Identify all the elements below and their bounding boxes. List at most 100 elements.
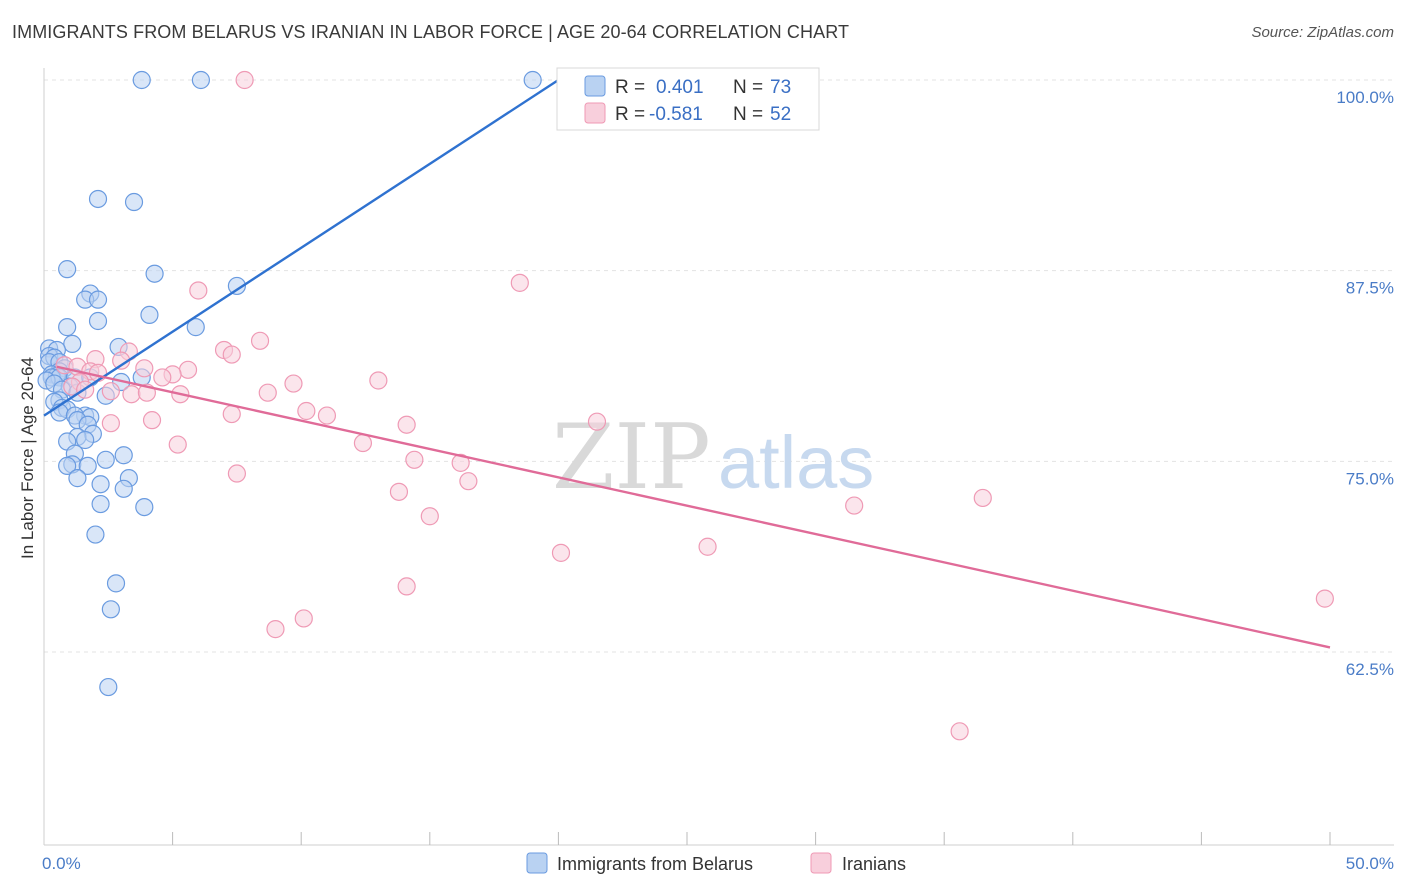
iranians-point <box>135 359 154 378</box>
legend-r-label-iranians: R = <box>615 104 645 125</box>
iranians-point <box>845 496 864 515</box>
iranians-point <box>266 620 285 639</box>
iranians-point <box>317 406 337 425</box>
iranians-point <box>222 345 241 364</box>
belarus-point <box>76 430 95 450</box>
series-iranians-points <box>55 70 1334 741</box>
iranians-point <box>369 371 388 390</box>
gridlines <box>44 79 1394 653</box>
belarus-point <box>135 497 154 517</box>
iranians-point <box>551 543 571 562</box>
bottom-legend-swatch-belarus <box>526 852 548 874</box>
belarus-point <box>227 276 246 296</box>
belarus-point <box>68 469 87 488</box>
legend-n-label-belarus: N = <box>733 77 763 98</box>
belarus-point <box>96 450 115 469</box>
belarus-point <box>145 264 164 283</box>
legend-r-value-belarus: 0.401 <box>656 77 704 98</box>
source-label: Source: ZipAtlas.com <box>1251 24 1394 41</box>
legend-r-label-belarus: R = <box>615 77 645 98</box>
trendline-iranians <box>56 365 1331 649</box>
belarus-point <box>63 334 82 353</box>
iranians-point <box>250 331 270 350</box>
belarus-point <box>88 290 108 309</box>
belarus-point <box>101 600 120 619</box>
belarus-point <box>58 260 77 279</box>
y-tick-labels: 100.0% 87.5% 75.0% 62.5% <box>1336 88 1394 679</box>
belarus-point <box>140 305 159 325</box>
iranians-point <box>122 385 141 404</box>
belarus-point <box>78 456 97 476</box>
legend-n-value-belarus: 73 <box>770 77 791 98</box>
belarus-point <box>91 475 110 494</box>
series-belarus-points <box>37 70 542 697</box>
belarus-point <box>88 311 108 331</box>
iranians-point <box>459 472 478 491</box>
iranians-point <box>153 368 172 387</box>
trendlines <box>43 78 1331 649</box>
x-axis-ticks <box>172 832 1331 845</box>
iranians-point <box>950 722 969 741</box>
iranians-point <box>510 273 529 292</box>
iranians-point <box>101 382 120 401</box>
belarus-point <box>132 70 151 90</box>
iranians-point <box>587 412 607 431</box>
belarus-point <box>114 446 133 465</box>
belarus-point <box>88 189 108 209</box>
iranians-point <box>297 401 316 421</box>
y-tick-label: 87.5% <box>1346 279 1394 298</box>
legend-n-label-iranians: N = <box>733 104 763 125</box>
bottom-legend-label-iranians: Iranians <box>842 854 906 874</box>
iranians-point <box>397 415 416 434</box>
iranians-point <box>353 433 373 453</box>
belarus-point <box>114 479 133 498</box>
iranians-point <box>101 414 120 433</box>
iranians-point <box>451 453 470 472</box>
y-tick-label: 75.0% <box>1346 469 1394 488</box>
belarus-point <box>106 574 126 593</box>
watermark-atlas: atlas <box>718 421 874 504</box>
correlation-legend: R = 0.401 N = 73 R = -0.581 N = 52 <box>556 67 820 131</box>
belarus-point <box>124 192 144 212</box>
iranians-point <box>168 435 187 454</box>
iranians-point <box>698 537 717 556</box>
iranians-point <box>142 411 162 430</box>
belarus-point <box>99 677 118 697</box>
iranians-point <box>397 577 416 596</box>
belarus-point <box>58 456 77 476</box>
iranians-point <box>88 363 108 382</box>
legend-swatch-iranians <box>584 102 606 124</box>
trendline-belarus <box>43 78 560 417</box>
iranians-point <box>294 609 313 628</box>
bottom-legend-swatch-iranians <box>810 852 832 874</box>
iranians-point <box>235 70 254 90</box>
belarus-point <box>58 318 77 337</box>
x-tick-label-max: 50.0% <box>1346 854 1394 873</box>
iranians-point <box>189 281 208 300</box>
chart-title: IMMIGRANTS FROM BELARUS VS IRANIAN IN LA… <box>12 22 850 42</box>
iranians-point <box>420 507 439 526</box>
legend-swatch-belarus <box>584 75 606 97</box>
iranians-point <box>973 488 992 508</box>
belarus-point <box>186 318 205 337</box>
y-axis-label: In Labor Force | Age 20-64 <box>18 357 37 559</box>
iranians-point <box>227 464 246 483</box>
bottom-legend-label-belarus: Immigrants from Belarus <box>557 854 753 874</box>
y-tick-label: 62.5% <box>1346 660 1394 679</box>
legend-n-value-iranians: 52 <box>770 104 791 125</box>
legend-r-value-iranians: -0.581 <box>649 104 703 125</box>
iranians-point <box>284 374 303 393</box>
iranians-point <box>1315 589 1334 608</box>
belarus-point <box>91 494 110 514</box>
iranians-point <box>258 383 277 402</box>
bottom-legend: Immigrants from Belarus Iranians <box>526 852 906 874</box>
iranians-point <box>178 360 198 379</box>
iranians-point <box>405 450 424 469</box>
iranians-point <box>222 404 241 424</box>
y-tick-label: 100.0% <box>1336 88 1394 107</box>
belarus-point <box>191 70 210 90</box>
belarus-point <box>523 70 542 90</box>
belarus-point <box>86 525 105 544</box>
iranians-point <box>389 482 409 501</box>
